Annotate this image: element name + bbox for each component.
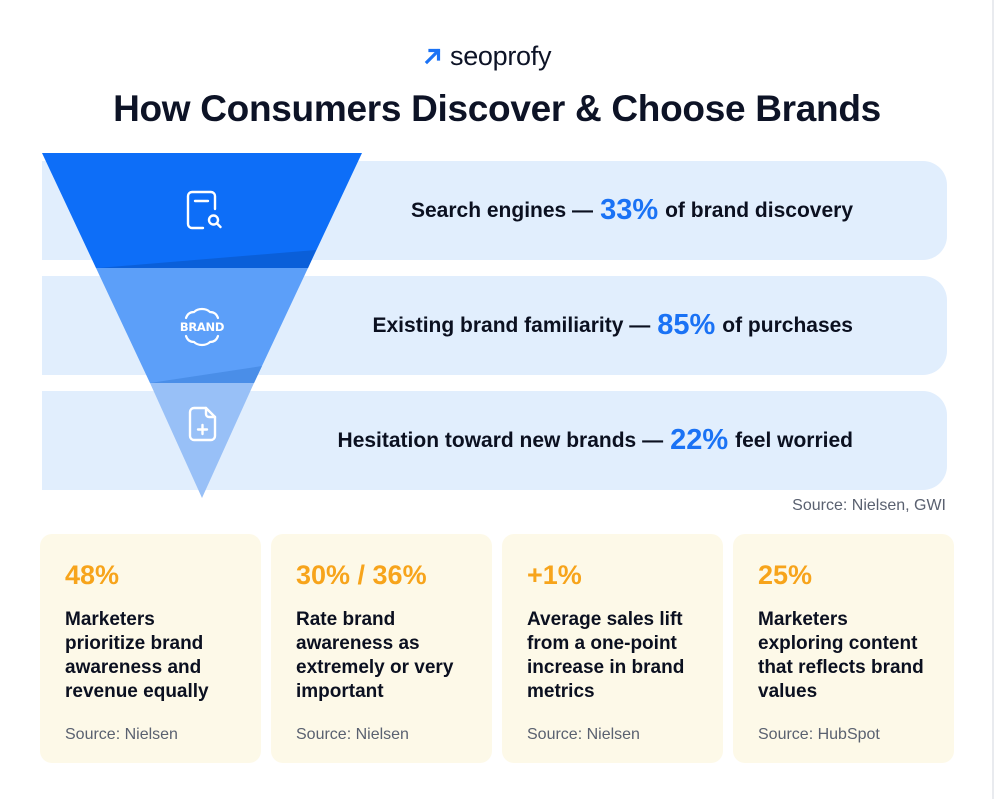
stage-text: Hesitation toward new brands — 22% feel … <box>338 391 853 490</box>
stage-text: Search engines — 33% of brand discovery <box>411 161 853 260</box>
arrow-up-right-icon <box>424 48 441 65</box>
stage-prefix: Hesitation toward new brands — <box>337 428 664 452</box>
logo-text: seoprofy <box>450 40 552 71</box>
stat-source: Source: HubSpot <box>758 726 880 743</box>
funnel-band-familiarity: Existing brand familiarity — 85% of purc… <box>42 276 947 375</box>
stage-value: 85% <box>657 309 716 341</box>
stat-card: 48% Marketers prioritize brand awareness… <box>40 534 261 763</box>
funnel-band-search: Search engines — 33% of brand discovery <box>42 161 947 260</box>
stage-suffix: feel worried <box>735 428 853 452</box>
stat-source: Source: Nielsen <box>65 726 178 743</box>
stat-description: Marketers exploring content that reflect… <box>758 609 924 702</box>
stat-value: 25% <box>758 560 813 590</box>
stat-description: Average sales lift from a one-point incr… <box>527 609 685 702</box>
stat-description: Rate brand awareness as extremely or ver… <box>296 609 454 702</box>
stage-suffix: of purchases <box>722 313 853 337</box>
funnel-band-hesitation: Hesitation toward new brands — 22% feel … <box>42 391 947 490</box>
stat-value: 30% / 36% <box>296 560 427 590</box>
stat-description: Marketers prioritize brand awareness and… <box>65 609 209 702</box>
right-edge-rule <box>992 0 994 799</box>
stat-value: +1% <box>527 560 582 590</box>
funnel-source: Source: Nielsen, GWI <box>792 497 946 514</box>
stage-suffix: of brand discovery <box>665 198 853 222</box>
stage-text: Existing brand familiarity — 85% of purc… <box>373 276 854 375</box>
stat-card: +1% Average sales lift from a one-point … <box>502 534 723 763</box>
page-title: How Consumers Discover & Choose Brands <box>113 88 881 129</box>
stat-source: Source: Nielsen <box>527 726 640 743</box>
stage-value: 33% <box>600 194 659 226</box>
stat-card: 30% / 36% Rate brand awareness as extrem… <box>271 534 492 763</box>
stage-value: 22% <box>670 424 729 456</box>
stat-value: 48% <box>65 560 120 590</box>
seoprofy-logo: seoprofy <box>424 40 551 72</box>
stat-source: Source: Nielsen <box>296 726 409 743</box>
stat-card: 25% Marketers exploring content that ref… <box>733 534 954 763</box>
stage-prefix: Search engines — <box>410 198 594 222</box>
stage-prefix: Existing brand familiarity — <box>372 313 651 337</box>
